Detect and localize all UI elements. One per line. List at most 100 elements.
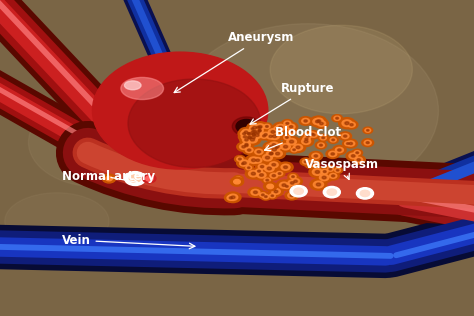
Circle shape	[345, 120, 358, 129]
Circle shape	[272, 174, 275, 177]
Circle shape	[252, 147, 266, 156]
Circle shape	[282, 119, 293, 127]
FancyArrowPatch shape	[405, 159, 474, 195]
Circle shape	[246, 132, 261, 143]
Circle shape	[262, 194, 264, 196]
Circle shape	[304, 134, 311, 138]
Circle shape	[330, 138, 337, 142]
FancyArrowPatch shape	[240, 183, 474, 196]
Circle shape	[284, 121, 291, 126]
Circle shape	[247, 167, 250, 168]
Circle shape	[284, 122, 298, 131]
Circle shape	[261, 193, 271, 200]
Circle shape	[259, 127, 261, 128]
Circle shape	[315, 171, 319, 173]
Circle shape	[309, 166, 326, 178]
FancyArrowPatch shape	[240, 183, 474, 196]
Circle shape	[240, 136, 253, 144]
Circle shape	[293, 144, 302, 150]
Circle shape	[261, 163, 277, 174]
Circle shape	[275, 147, 278, 149]
Circle shape	[276, 180, 292, 190]
Circle shape	[252, 124, 264, 131]
Circle shape	[252, 134, 255, 136]
FancyArrowPatch shape	[0, 0, 102, 118]
Circle shape	[302, 132, 314, 140]
Circle shape	[270, 141, 285, 151]
Circle shape	[283, 136, 300, 147]
Circle shape	[256, 129, 263, 133]
FancyArrowPatch shape	[0, 246, 386, 256]
Circle shape	[299, 137, 314, 146]
FancyArrowPatch shape	[0, 80, 102, 150]
Circle shape	[288, 129, 295, 133]
Circle shape	[229, 197, 232, 199]
FancyArrowPatch shape	[0, 0, 83, 99]
Circle shape	[243, 143, 250, 148]
Circle shape	[346, 143, 349, 144]
Circle shape	[286, 127, 297, 135]
FancyArrowPatch shape	[88, 153, 234, 184]
Circle shape	[254, 157, 262, 163]
Circle shape	[366, 130, 369, 131]
Circle shape	[288, 180, 297, 186]
Circle shape	[258, 164, 266, 169]
Circle shape	[251, 136, 255, 139]
Circle shape	[316, 172, 332, 183]
Circle shape	[333, 167, 343, 173]
Circle shape	[360, 190, 370, 197]
Circle shape	[285, 178, 300, 188]
Circle shape	[258, 130, 261, 132]
Circle shape	[273, 143, 282, 149]
Circle shape	[336, 117, 338, 119]
Circle shape	[265, 149, 278, 158]
Circle shape	[265, 156, 270, 159]
Circle shape	[312, 134, 315, 136]
Circle shape	[294, 188, 303, 194]
Circle shape	[274, 190, 278, 193]
Circle shape	[248, 134, 258, 141]
FancyArrowPatch shape	[396, 228, 474, 255]
Circle shape	[269, 186, 279, 193]
Text: Vein: Vein	[62, 234, 195, 249]
Circle shape	[240, 131, 248, 136]
Circle shape	[315, 142, 327, 149]
Text: Rupture: Rupture	[250, 82, 335, 124]
Circle shape	[322, 137, 325, 139]
Circle shape	[287, 138, 296, 145]
FancyArrowPatch shape	[240, 183, 474, 196]
Circle shape	[364, 140, 371, 145]
FancyArrowPatch shape	[240, 183, 474, 196]
Circle shape	[242, 146, 246, 148]
Circle shape	[254, 127, 265, 135]
Circle shape	[246, 168, 262, 179]
FancyArrowPatch shape	[0, 80, 107, 150]
Circle shape	[267, 192, 277, 199]
Circle shape	[271, 195, 273, 197]
Circle shape	[363, 127, 373, 134]
Circle shape	[236, 119, 257, 133]
Circle shape	[322, 176, 326, 179]
Circle shape	[251, 128, 254, 130]
Circle shape	[301, 135, 312, 143]
Circle shape	[240, 162, 246, 166]
Circle shape	[269, 135, 273, 137]
Circle shape	[254, 170, 269, 180]
Circle shape	[244, 130, 254, 137]
Circle shape	[228, 194, 238, 200]
Circle shape	[314, 119, 328, 128]
Circle shape	[270, 152, 273, 155]
Circle shape	[292, 179, 300, 184]
Circle shape	[255, 124, 265, 131]
Circle shape	[92, 52, 268, 169]
Circle shape	[312, 153, 320, 159]
Circle shape	[266, 144, 275, 150]
Circle shape	[272, 148, 276, 151]
Circle shape	[249, 130, 265, 141]
Circle shape	[235, 177, 241, 181]
Circle shape	[290, 130, 293, 132]
Circle shape	[247, 136, 251, 139]
Circle shape	[290, 140, 293, 143]
FancyArrowPatch shape	[134, 0, 179, 99]
Circle shape	[350, 124, 353, 126]
